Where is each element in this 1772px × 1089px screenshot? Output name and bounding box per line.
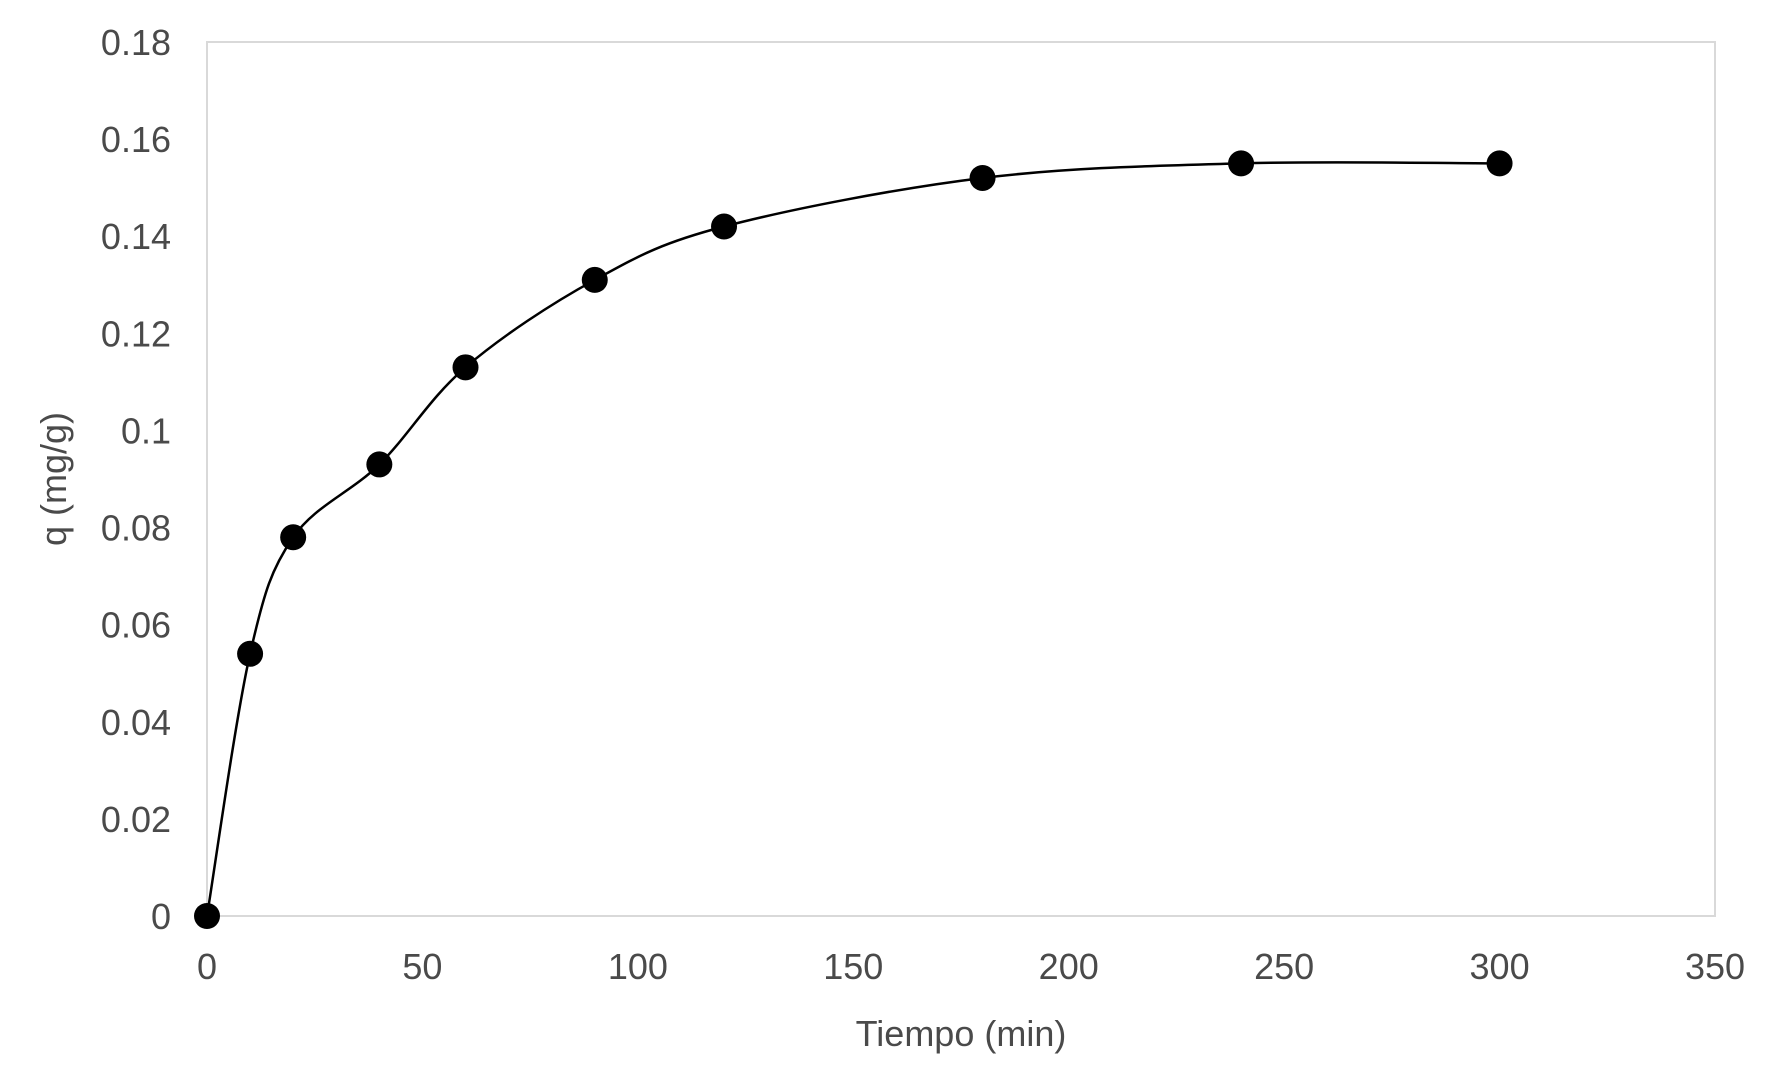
data-point	[366, 451, 393, 478]
x-axis-title: Tiempo (min)	[856, 1013, 1067, 1054]
y-tick-label: 0.14	[101, 216, 171, 257]
data-point	[452, 354, 479, 381]
x-tick-label: 200	[1039, 946, 1099, 987]
x-tick-label: 0	[197, 946, 217, 987]
x-tick-label: 50	[402, 946, 442, 987]
y-tick-label: 0.02	[101, 799, 171, 840]
data-points	[194, 150, 1513, 929]
data-point	[237, 640, 264, 667]
x-tick-label: 300	[1470, 946, 1530, 987]
y-tick-labels: 0 0.02 0.04 0.06 0.08 0.1 0.12 0.14 0.16 0.18	[101, 22, 171, 937]
plot-area	[206, 41, 1716, 917]
y-tick-label: 0.06	[101, 605, 171, 646]
data-point	[280, 524, 307, 551]
y-tick-label: 0.04	[101, 702, 171, 743]
y-tick-label: 0.1	[121, 410, 171, 451]
x-tick-label: 250	[1254, 946, 1314, 987]
x-tick-label: 150	[823, 946, 883, 987]
data-point	[194, 903, 220, 929]
data-point	[969, 164, 996, 191]
y-tick-label: 0.12	[101, 313, 171, 354]
y-axis-title: q (mg/g)	[33, 412, 74, 546]
data-point	[1228, 150, 1255, 177]
y-tick-label: 0	[151, 896, 171, 937]
y-tick-label: 0.08	[101, 508, 171, 549]
data-point	[711, 213, 738, 240]
data-point	[581, 266, 608, 293]
x-tick-label: 100	[608, 946, 668, 987]
y-tick-label: 0.16	[101, 119, 171, 160]
data-point	[1486, 150, 1513, 177]
y-tick-label: 0.18	[101, 22, 171, 63]
x-tick-labels: 0 50 100 150 200 250 300 350	[197, 946, 1745, 987]
x-tick-label: 350	[1685, 946, 1745, 987]
series-line	[205, 161, 1500, 917]
